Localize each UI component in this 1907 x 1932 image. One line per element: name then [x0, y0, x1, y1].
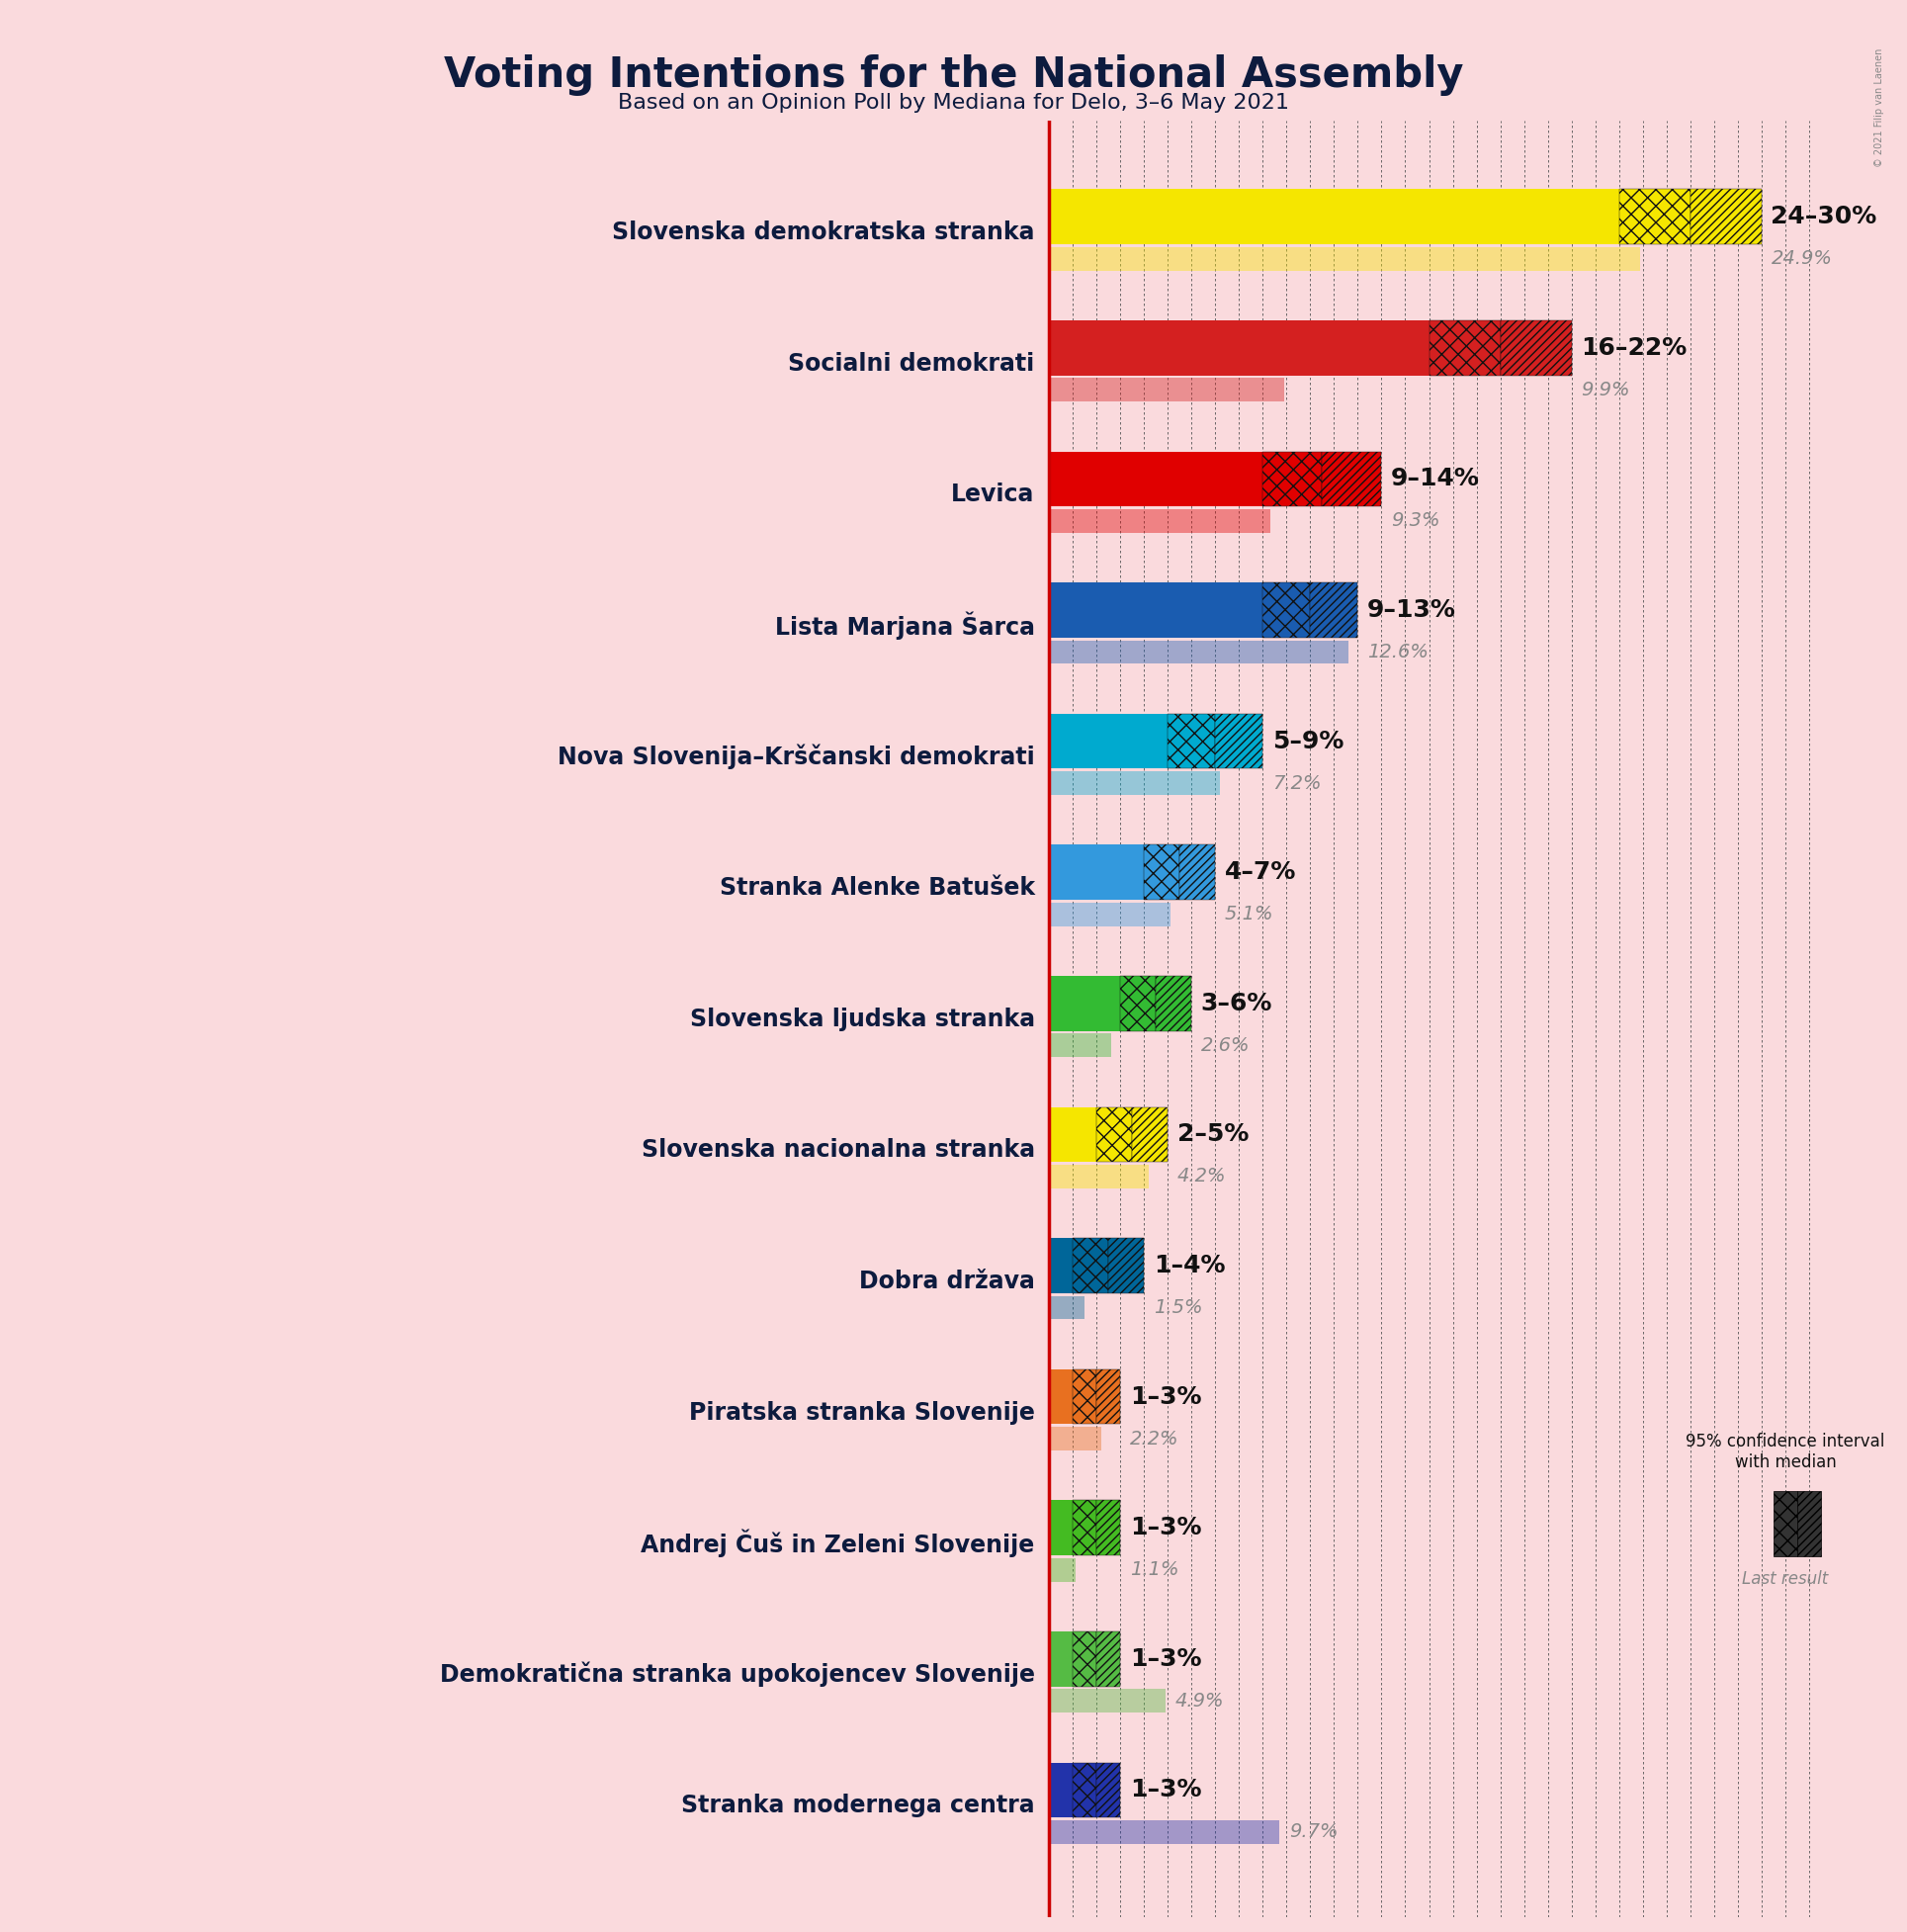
Bar: [1049, 1501, 1074, 1555]
Text: Voting Intentions for the National Assembly: Voting Intentions for the National Assem…: [444, 54, 1463, 95]
Bar: [1097, 1107, 1133, 1161]
Text: Based on an Opinion Poll by Mediana for Delo, 3–6 May 2021: Based on an Opinion Poll by Mediana for …: [618, 93, 1289, 112]
Bar: [1049, 1370, 1074, 1424]
Bar: [1119, 976, 1156, 1032]
Bar: [1074, 1370, 1097, 1424]
Text: Andrej Čuš in Zeleni Slovenije: Andrej Čuš in Zeleni Slovenije: [641, 1530, 1036, 1557]
Bar: [1501, 321, 1571, 375]
Bar: [1049, 1820, 1280, 1843]
Bar: [1774, 1492, 1796, 1557]
Bar: [1049, 583, 1262, 638]
Bar: [1049, 1689, 1165, 1712]
Text: 1.1%: 1.1%: [1129, 1561, 1179, 1578]
Text: 24.9%: 24.9%: [1772, 249, 1833, 269]
Text: 12.6%: 12.6%: [1367, 643, 1428, 661]
Text: 1.5%: 1.5%: [1154, 1298, 1203, 1318]
Text: Socialni demokrati: Socialni demokrati: [788, 352, 1036, 375]
Text: 1–3%: 1–3%: [1129, 1385, 1201, 1408]
Bar: [1049, 976, 1119, 1032]
Bar: [1108, 1238, 1144, 1293]
Text: 9–13%: 9–13%: [1367, 599, 1457, 622]
Text: Slovenska nacionalna stranka: Slovenska nacionalna stranka: [641, 1138, 1036, 1161]
Text: 5.1%: 5.1%: [1224, 904, 1274, 923]
Bar: [1049, 247, 1640, 270]
Bar: [1049, 1296, 1085, 1320]
Bar: [1144, 844, 1180, 900]
Bar: [1049, 1165, 1148, 1188]
Bar: [1049, 379, 1283, 402]
Text: 24–30%: 24–30%: [1772, 205, 1876, 228]
Bar: [1619, 189, 1690, 243]
Bar: [1049, 902, 1171, 925]
Text: © 2021 Filip van Laenen: © 2021 Filip van Laenen: [1875, 48, 1884, 168]
Bar: [1796, 1492, 1821, 1557]
Text: Demokratična stranka upokojencev Slovenije: Demokratična stranka upokojencev Sloveni…: [441, 1662, 1036, 1687]
Text: Piratska stranka Slovenije: Piratska stranka Slovenije: [688, 1401, 1036, 1424]
Bar: [1049, 1762, 1074, 1818]
Bar: [1167, 713, 1215, 769]
Bar: [1049, 1631, 1074, 1687]
Text: 1–3%: 1–3%: [1129, 1648, 1201, 1671]
Bar: [1049, 510, 1270, 533]
Bar: [1310, 583, 1358, 638]
Bar: [1049, 1428, 1100, 1451]
Bar: [1097, 1370, 1119, 1424]
Bar: [1133, 1107, 1167, 1161]
Text: Last result: Last result: [1743, 1571, 1829, 1588]
Bar: [1262, 452, 1322, 506]
Bar: [1049, 1238, 1074, 1293]
Bar: [1262, 583, 1310, 638]
Bar: [1049, 452, 1262, 506]
Bar: [1074, 1238, 1108, 1293]
Bar: [1074, 1501, 1097, 1555]
Bar: [1049, 771, 1220, 794]
Bar: [1428, 321, 1501, 375]
Text: Dobra država: Dobra država: [858, 1269, 1036, 1293]
Text: Lista Marjana Šarca: Lista Marjana Šarca: [774, 612, 1036, 639]
Text: Stranka modernega centra: Stranka modernega centra: [681, 1795, 1036, 1818]
Text: 9.3%: 9.3%: [1390, 512, 1440, 531]
Bar: [1049, 1557, 1076, 1582]
Text: 7.2%: 7.2%: [1272, 773, 1322, 792]
Bar: [1049, 844, 1144, 900]
Bar: [1097, 1501, 1119, 1555]
Text: 3–6%: 3–6%: [1201, 991, 1272, 1014]
Text: 9–14%: 9–14%: [1390, 468, 1480, 491]
Text: 16–22%: 16–22%: [1581, 336, 1688, 359]
Bar: [1049, 321, 1428, 375]
Bar: [1156, 976, 1192, 1032]
Bar: [1097, 1762, 1119, 1818]
Text: 9.9%: 9.9%: [1581, 381, 1630, 400]
Text: Nova Slovenija–Krščanski demokrati: Nova Slovenija–Krščanski demokrati: [557, 744, 1036, 769]
Bar: [1074, 1762, 1097, 1818]
Bar: [1215, 713, 1262, 769]
Text: 4.9%: 4.9%: [1175, 1690, 1224, 1710]
Text: Slovenska demokratska stranka: Slovenska demokratska stranka: [612, 220, 1036, 243]
Text: 9.7%: 9.7%: [1289, 1822, 1339, 1841]
Text: 1–4%: 1–4%: [1154, 1254, 1224, 1277]
Bar: [1074, 1631, 1097, 1687]
Text: 2.2%: 2.2%: [1129, 1430, 1179, 1449]
Bar: [1049, 639, 1348, 665]
Text: 4–7%: 4–7%: [1224, 860, 1297, 885]
Bar: [1049, 713, 1167, 769]
Text: 2–5%: 2–5%: [1177, 1122, 1249, 1146]
Text: 5–9%: 5–9%: [1272, 730, 1344, 753]
Text: 4.2%: 4.2%: [1177, 1167, 1226, 1186]
Bar: [1690, 189, 1762, 243]
Bar: [1180, 844, 1215, 900]
Bar: [1097, 1631, 1119, 1687]
Bar: [1049, 1107, 1097, 1161]
Text: 95% confidence interval
with median: 95% confidence interval with median: [1686, 1434, 1884, 1472]
Bar: [1049, 1034, 1110, 1057]
Text: Stranka Alenke Batušek: Stranka Alenke Batušek: [719, 877, 1036, 900]
Text: Slovenska ljudska stranka: Slovenska ljudska stranka: [690, 1007, 1036, 1032]
Bar: [1049, 189, 1619, 243]
Text: 1–3%: 1–3%: [1129, 1777, 1201, 1803]
Text: 1–3%: 1–3%: [1129, 1517, 1201, 1540]
Bar: [1322, 452, 1381, 506]
Text: Levica: Levica: [952, 483, 1036, 506]
Text: 2.6%: 2.6%: [1201, 1036, 1249, 1055]
